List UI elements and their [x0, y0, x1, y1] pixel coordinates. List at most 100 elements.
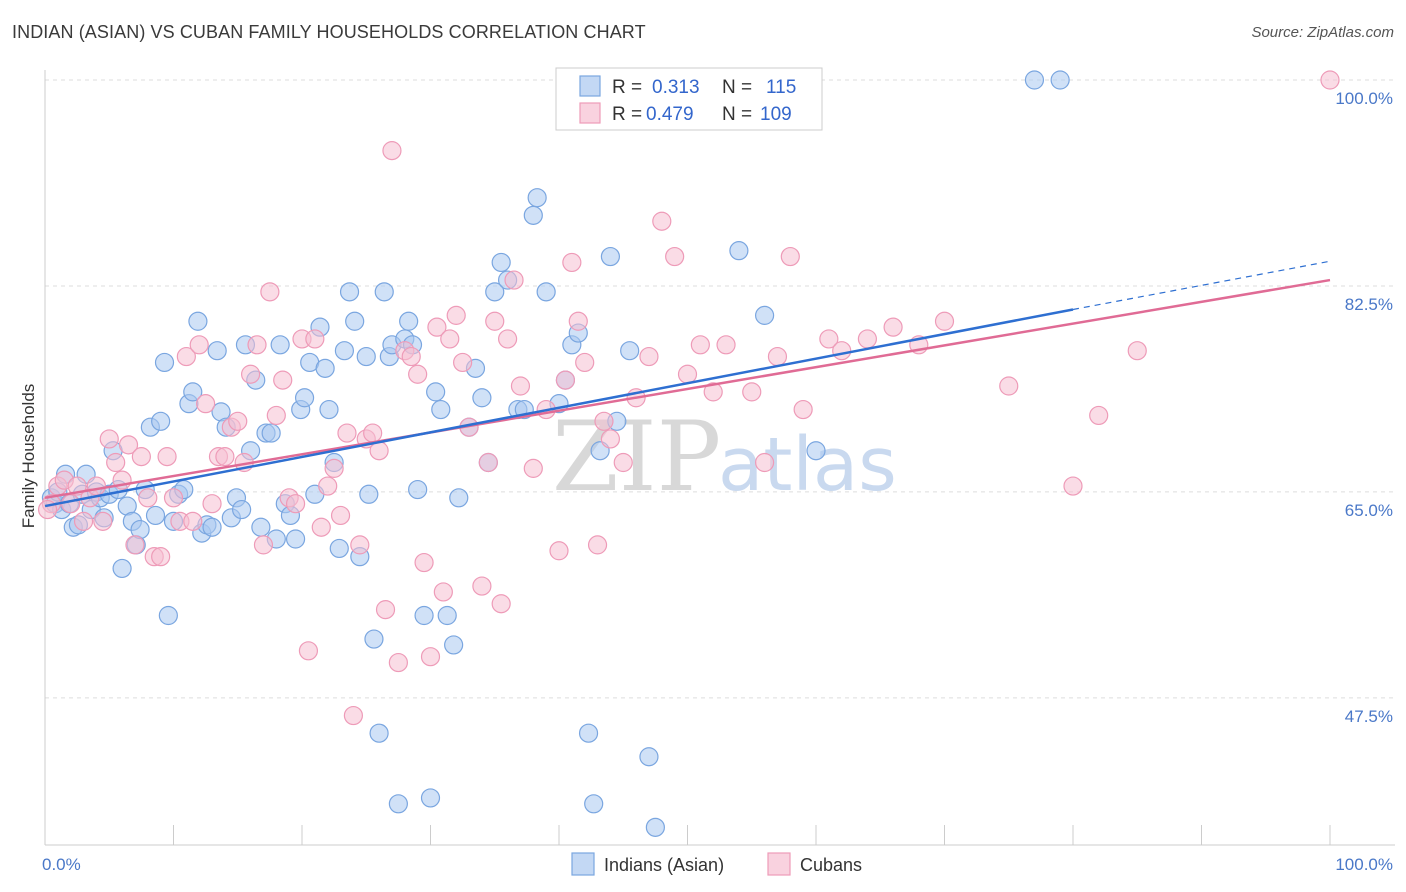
point-cubans	[247, 335, 267, 355]
point-indians	[527, 188, 547, 208]
legend-swatch-indians	[579, 75, 601, 97]
point-indians	[364, 629, 384, 649]
y-tick-label: 82.5%	[1345, 295, 1393, 314]
point-indians	[639, 747, 659, 767]
point-cubans	[61, 494, 81, 514]
point-cubans	[266, 405, 286, 426]
point-indians	[112, 558, 132, 579]
point-cubans	[716, 335, 736, 355]
x-tick-label-max: 100.0%	[1335, 855, 1393, 874]
point-cubans	[523, 458, 543, 478]
point-cubans	[305, 329, 325, 349]
point-cubans	[742, 382, 762, 402]
point-indians	[334, 341, 355, 361]
point-cubans	[125, 535, 145, 555]
point-cubans	[613, 452, 633, 473]
bottom-legend-label-indians: Indians (Asian)	[604, 855, 724, 875]
point-indians	[339, 282, 360, 302]
watermark: ZIP atlas	[552, 401, 897, 513]
point-indians	[151, 411, 171, 431]
point-indians	[472, 388, 492, 408]
point-indians	[158, 605, 178, 626]
point-cubans	[446, 305, 466, 325]
point-indians	[154, 352, 175, 373]
point-cubans	[382, 141, 402, 161]
point-cubans	[202, 494, 222, 514]
point-indians	[294, 388, 315, 408]
point-indians	[437, 605, 457, 626]
point-cubans	[491, 594, 511, 614]
point-indians	[329, 538, 349, 559]
point-cubans	[549, 541, 569, 561]
point-cubans	[433, 582, 453, 602]
point-cubans	[999, 376, 1019, 396]
legend-r-label-indians: R =	[612, 77, 642, 98]
point-indians	[145, 505, 166, 526]
trendline-indians	[44, 308, 1074, 508]
series-cubans-points	[37, 70, 1340, 726]
bottom-legend-label-cubans: Cubans	[800, 855, 862, 875]
point-cubans	[587, 535, 608, 555]
y-tick-label: 47.5%	[1345, 707, 1393, 726]
point-cubans	[453, 352, 473, 373]
point-cubans	[665, 246, 685, 267]
point-indians	[414, 605, 434, 626]
point-cubans	[73, 511, 94, 531]
point-cubans	[401, 346, 421, 367]
point-cubans	[562, 252, 582, 273]
point-cubans	[138, 488, 158, 508]
chart-title: INDIAN (ASIAN) VS CUBAN FAMILY HOUSEHOLD…	[12, 22, 646, 42]
point-indians	[536, 282, 556, 302]
point-cubans	[343, 705, 363, 726]
y-tick-label: 100.0%	[1335, 89, 1393, 108]
source-label: Source: ZipAtlas.com	[1251, 24, 1394, 41]
point-cubans	[510, 376, 531, 396]
point-indians	[420, 788, 441, 808]
point-cubans	[408, 364, 428, 384]
watermark-atlas: atlas	[718, 422, 897, 508]
point-indians	[1024, 70, 1045, 90]
bottom-legend-swatch-cubans	[767, 852, 791, 876]
point-indians	[584, 794, 604, 814]
point-cubans	[478, 452, 498, 473]
point-indians	[523, 205, 543, 225]
point-cubans	[1127, 341, 1147, 361]
watermark-zip: ZIP	[552, 401, 721, 513]
point-cubans	[183, 511, 203, 531]
point-cubans	[298, 641, 319, 661]
point-indians	[270, 335, 290, 355]
point-cubans	[196, 394, 216, 414]
point-indians	[388, 794, 408, 814]
point-indians	[356, 346, 376, 367]
point-indians	[408, 479, 428, 500]
legend-r-label-cubans: R =	[612, 104, 642, 125]
point-cubans	[241, 364, 261, 384]
point-indians	[600, 246, 621, 267]
point-cubans	[99, 429, 119, 449]
bottom-legend-swatch-indians	[571, 852, 595, 876]
point-cubans	[652, 211, 672, 231]
point-cubans	[832, 341, 852, 361]
point-indians	[620, 341, 640, 361]
point-indians	[261, 423, 281, 443]
point-indians	[449, 488, 469, 508]
bottom-legend: Indians (Asian) Cubans	[571, 852, 862, 876]
point-cubans	[703, 382, 723, 402]
point-cubans	[324, 458, 344, 478]
point-cubans	[427, 317, 447, 337]
point-cubans	[780, 246, 800, 267]
point-cubans	[472, 576, 492, 596]
point-cubans	[555, 370, 576, 390]
point-cubans	[819, 329, 839, 349]
y-axis-label: Family Households	[19, 384, 38, 529]
point-indians	[578, 723, 599, 743]
point-indians	[485, 282, 505, 302]
trendline-cubans	[44, 278, 1331, 500]
legend: R = 0.313 N = 115 R = 0.479 N = 109	[555, 67, 823, 131]
x-tick-label-min: 0.0%	[42, 855, 81, 874]
point-cubans	[337, 423, 357, 443]
point-cubans	[568, 311, 588, 331]
legend-n-value-cubans: 109	[760, 104, 792, 125]
legend-n-label-indians: N =	[722, 77, 752, 98]
